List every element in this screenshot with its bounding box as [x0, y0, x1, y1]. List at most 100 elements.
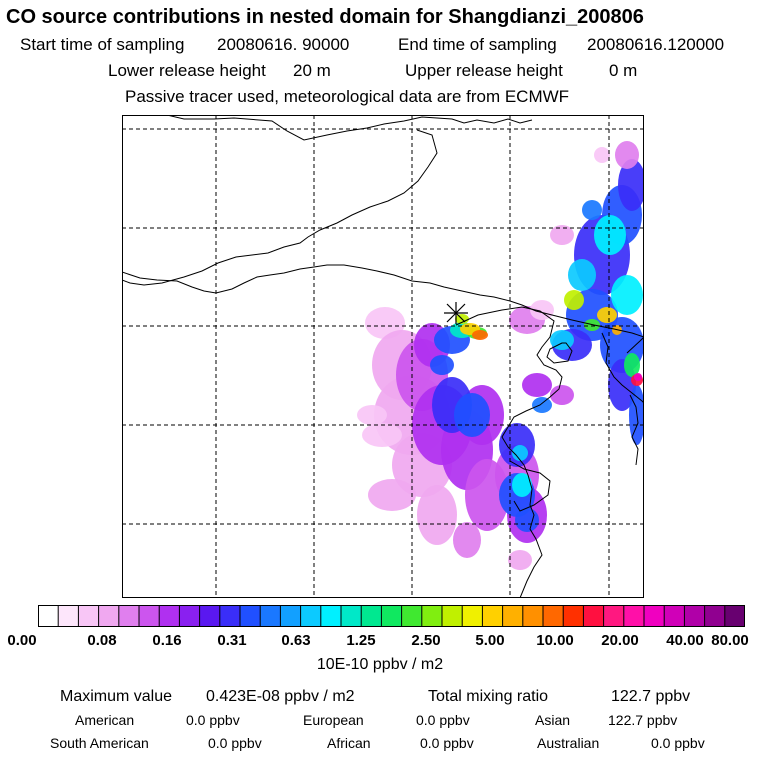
end-time-value: 20080616.120000: [587, 35, 725, 54]
region-value: 0.0 ppbv: [420, 735, 474, 751]
colorbar-cell: [38, 605, 59, 627]
colorbar-cell: [563, 605, 584, 627]
coastlines: [122, 115, 644, 598]
concentration-patch: [530, 300, 554, 320]
colorbar-cell: [98, 605, 120, 627]
plot-title: CO source contributions in nested domain…: [6, 6, 644, 28]
lower-release-value: 20 m: [293, 61, 331, 80]
concentration-patch: [634, 373, 642, 381]
concentration-patch: [532, 397, 552, 413]
concentration-patch: [453, 522, 481, 558]
region-value: 0.0 ppbv: [651, 735, 705, 751]
concentration-patch: [515, 508, 539, 532]
region-value: 0.0 ppbv: [186, 712, 240, 728]
colorbar-cell: [603, 605, 625, 627]
concentration-patch: [362, 423, 402, 447]
concentration-patch: [611, 275, 643, 315]
colorbar-cell: [341, 605, 362, 627]
colorbar-tick-label: 0.63: [281, 632, 311, 649]
colorbar-cell: [724, 605, 745, 627]
concentration-patch: [417, 485, 457, 545]
concentration-patch: [582, 200, 602, 220]
region-name: American: [75, 712, 135, 728]
concentration-patch: [508, 550, 532, 570]
region-name: South American: [50, 735, 149, 751]
colorbar-tick-label: 80.00: [711, 632, 749, 649]
tracer-note: Passive tracer used, meteorological data…: [125, 87, 570, 106]
concentration-patch: [594, 215, 626, 255]
concentration-patch: [357, 405, 387, 425]
concentration-field: [357, 141, 644, 570]
concentration-patch: [550, 225, 574, 245]
colorbar-cell: [179, 605, 201, 627]
receptor-marker: [444, 302, 468, 324]
colorbar-cell: [280, 605, 302, 627]
colorbar-cell: [240, 605, 261, 627]
colorbar-cell: [502, 605, 524, 627]
region-name: European: [303, 712, 364, 728]
colorbar-cell: [139, 605, 160, 627]
region-name: Asian: [535, 712, 571, 728]
concentration-patch: [512, 473, 532, 497]
colorbar-cell: [462, 605, 483, 627]
end-time-label: End time of sampling: [398, 35, 557, 54]
region-value: 0.0 ppbv: [416, 712, 470, 728]
max-value-label: Maximum value: [60, 688, 173, 705]
colorbar-cell: [118, 605, 140, 627]
colorbar-cell: [623, 605, 645, 627]
colorbar-tick-label: 0.16: [152, 632, 182, 649]
concentration-patch: [594, 147, 610, 163]
colorbar-tick-label: 1.25: [346, 632, 376, 649]
region-name: Australian: [537, 735, 600, 751]
border-line-mid: [122, 264, 644, 338]
concentration-patch: [568, 259, 596, 291]
colorbar-cell: [543, 605, 564, 627]
colorbar-cell: [219, 605, 241, 627]
map-frame: [122, 115, 644, 598]
colorbar-tick-label: 0.08: [87, 632, 117, 649]
concentration-patch: [615, 141, 639, 169]
concentration-patch: [472, 330, 488, 340]
colorbar-tick-label: 40.00: [666, 632, 704, 649]
colorbar-cell: [58, 605, 79, 627]
concentration-patch: [618, 159, 644, 211]
colorbar-cell: [644, 605, 665, 627]
colorbar-tick-label: 0.31: [217, 632, 247, 649]
graticule: [122, 115, 644, 598]
coast-ne: [626, 336, 644, 354]
colorbar-cell: [522, 605, 544, 627]
colorbar-cell: [401, 605, 423, 627]
concentration-patch: [454, 393, 490, 437]
colorbar-cell: [442, 605, 463, 627]
colorbar-tick-label: 0.00: [7, 632, 37, 649]
concentration-patch: [597, 307, 617, 323]
colorbar-cell: [199, 605, 221, 627]
concentration-patch: [512, 445, 528, 461]
colorbar-cell: [482, 605, 504, 627]
colorbar-cell: [583, 605, 605, 627]
map-panel: [122, 115, 644, 598]
concentration-patch: [522, 373, 552, 397]
region-value: 122.7 ppbv: [608, 712, 678, 728]
start-time-label: Start time of sampling: [20, 35, 185, 54]
coast-bohai: [455, 306, 563, 598]
lower-release-label: Lower release height: [108, 61, 266, 80]
region-value: 0.0 ppbv: [208, 735, 262, 751]
colorbar-tick-label: 2.50: [411, 632, 441, 649]
colorbar-cell: [381, 605, 403, 627]
colorbar-tick-label: 10.00: [536, 632, 574, 649]
colorbar-cell: [78, 605, 100, 627]
colorbar-cell: [421, 605, 443, 627]
colorbar: [38, 605, 745, 627]
concentration-patch: [430, 355, 454, 375]
colorbar-cell: [684, 605, 706, 627]
start-time-value: 20080616. 90000: [217, 35, 350, 54]
upper-release-value: 0 m: [609, 61, 638, 80]
colorbar-frame: [38, 605, 745, 627]
concentration-patch: [550, 385, 574, 405]
max-value: 0.423E-08 ppbv / m2: [206, 688, 355, 705]
colorbar-cell: [361, 605, 382, 627]
colorbar-cell: [320, 605, 342, 627]
total-mixing-value: 122.7 ppbv: [611, 688, 691, 705]
coast-shandong: [509, 460, 551, 512]
